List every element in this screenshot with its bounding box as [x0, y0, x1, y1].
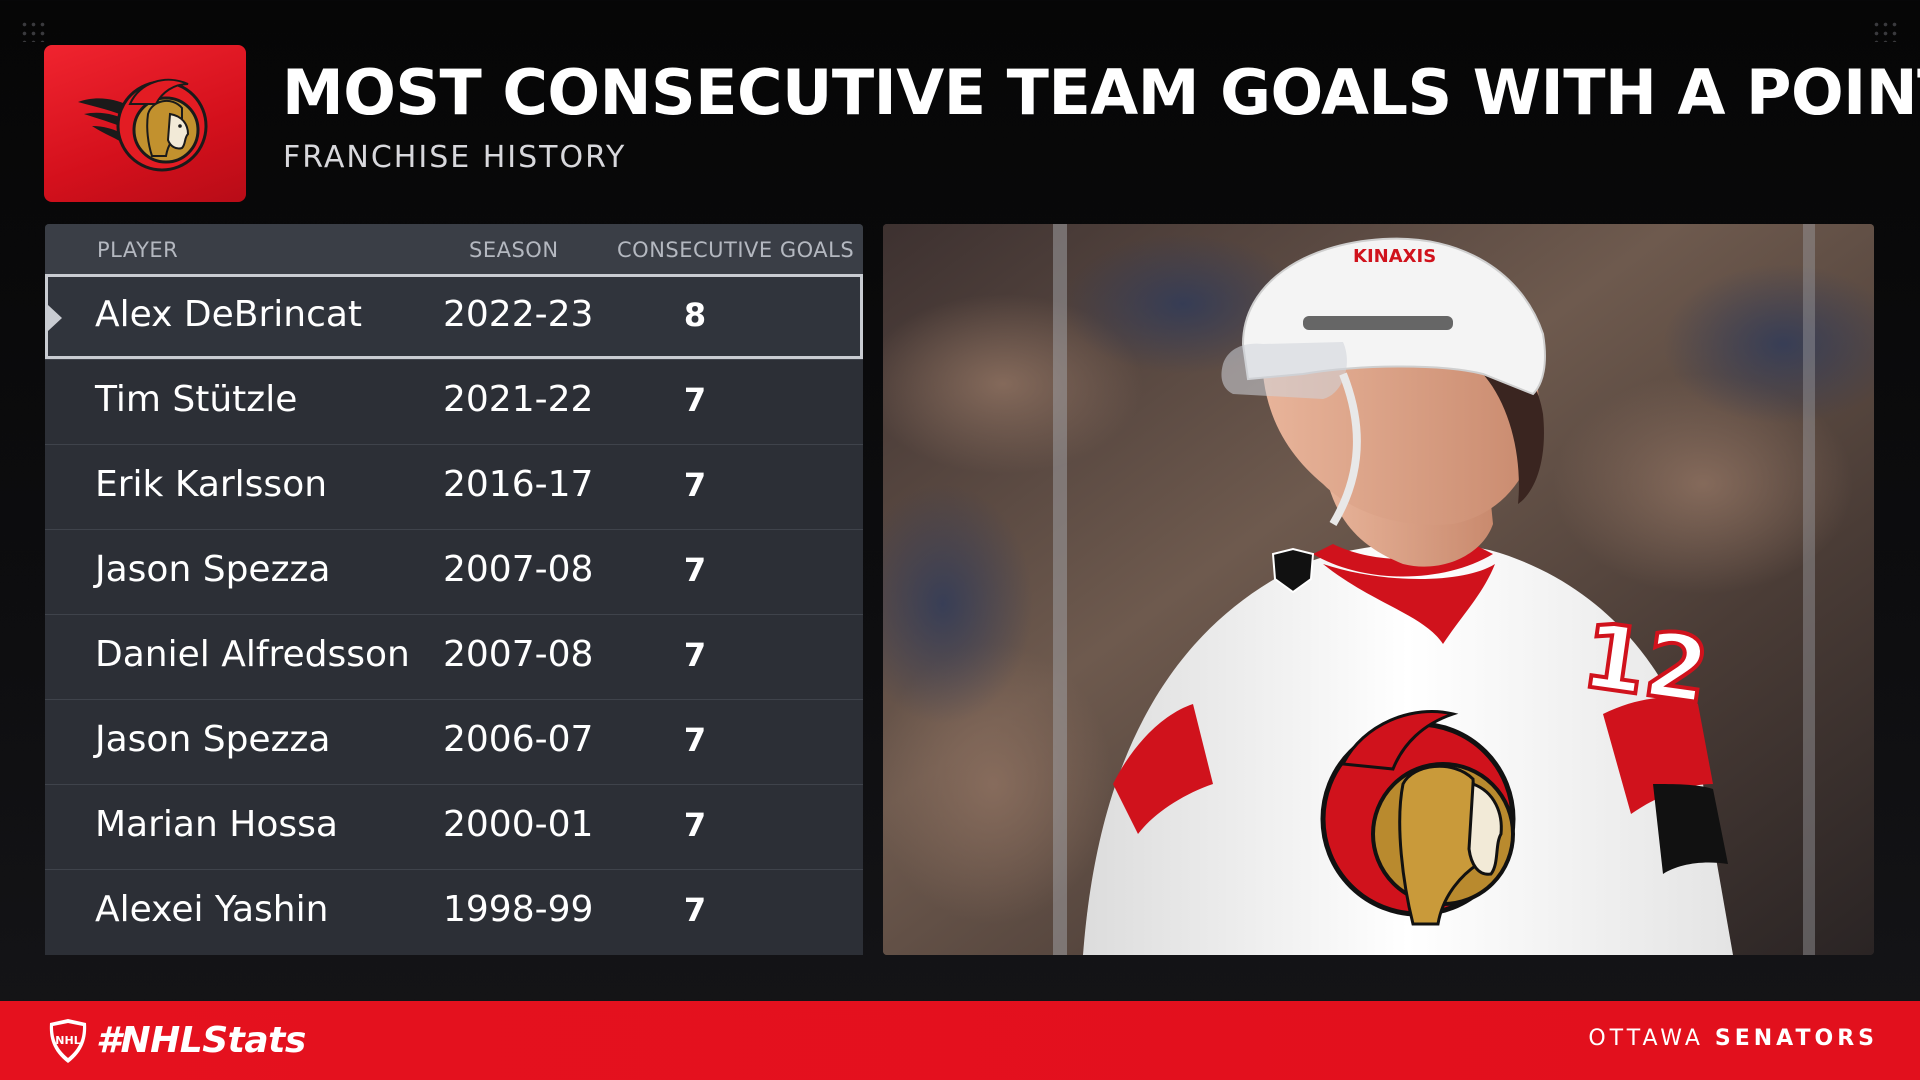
goals-value: 7	[683, 806, 707, 844]
goals-value: 7	[683, 636, 707, 674]
season-value: 1998-99	[443, 889, 594, 930]
jersey-number: 12	[1576, 603, 1715, 724]
nhl-shield-icon: NHL	[49, 1019, 87, 1063]
corner-dots-left	[20, 20, 48, 42]
table-row: Tim Stützle 2021-22 7	[45, 359, 863, 444]
player-name: Daniel Alfredsson	[95, 634, 410, 675]
player-name: Erik Karlsson	[95, 464, 328, 505]
stats-table: PLAYER SEASON CONSECUTIVE GOALS Alex DeB…	[45, 224, 863, 955]
table-row: Jason Spezza 2006-07 7	[45, 699, 863, 784]
season-value: 2007-08	[443, 634, 594, 675]
goals-value: 7	[683, 551, 707, 589]
player-name: Alexei Yashin	[95, 889, 329, 930]
season-value: 2016-17	[443, 464, 594, 505]
goals-value: 7	[683, 721, 707, 759]
table-row: Marian Hossa 2000-01 7	[45, 784, 863, 869]
player-name: Alex DeBrincat	[95, 294, 363, 335]
table-header: PLAYER SEASON CONSECUTIVE GOALS	[45, 224, 863, 274]
season-value: 2021-22	[443, 379, 594, 420]
season-value: 2007-08	[443, 549, 594, 590]
player-name: Jason Spezza	[95, 719, 331, 760]
footer-team-name: OTTAWA SENATORS	[1588, 1028, 1878, 1050]
page-subtitle: FRANCHISE HISTORY	[283, 140, 627, 175]
table-row: Daniel Alfredsson 2007-08 7	[45, 614, 863, 699]
goals-value: 7	[683, 381, 707, 419]
table-row: Erik Karlsson 2016-17 7	[45, 444, 863, 529]
season-value: 2000-01	[443, 804, 594, 845]
svg-text:NHL: NHL	[55, 1034, 80, 1047]
column-header-season: SEASON	[469, 238, 559, 262]
table-row: Alexei Yashin 1998-99 7	[45, 869, 863, 954]
footer-team-club: SENATORS	[1714, 1026, 1878, 1051]
player-photo-illustration: KINAXIS 12	[883, 224, 1874, 955]
footer-bar: NHL #NHLStats OTTAWA SENATORS	[0, 1001, 1920, 1080]
table-row: Alex DeBrincat 2022-23 8	[45, 274, 863, 359]
column-header-goals: CONSECUTIVE GOALS	[617, 238, 855, 262]
footer-team-city: OTTAWA	[1588, 1026, 1704, 1051]
player-photo: KINAXIS 12	[883, 224, 1874, 955]
player-name: Jason Spezza	[95, 549, 331, 590]
table-row: Jason Spezza 2007-08 7	[45, 529, 863, 614]
corner-dots-right	[1872, 20, 1900, 42]
player-name: Marian Hossa	[95, 804, 338, 845]
goals-value: 8	[683, 296, 707, 334]
row-pointer-icon	[48, 305, 62, 331]
team-logo-box	[44, 45, 246, 202]
footer-hashtag: #NHLStats	[96, 1020, 306, 1061]
goals-value: 7	[683, 891, 707, 929]
column-header-player: PLAYER	[97, 238, 179, 262]
goals-value: 7	[683, 466, 707, 504]
season-value: 2006-07	[443, 719, 594, 760]
svg-text:KINAXIS: KINAXIS	[1353, 246, 1436, 267]
player-name: Tim Stützle	[95, 379, 298, 420]
senators-logo-icon	[78, 78, 208, 171]
page-title: MOST CONSECUTIVE TEAM GOALS WITH A POINT	[282, 56, 1920, 129]
season-value: 2022-23	[443, 294, 594, 335]
